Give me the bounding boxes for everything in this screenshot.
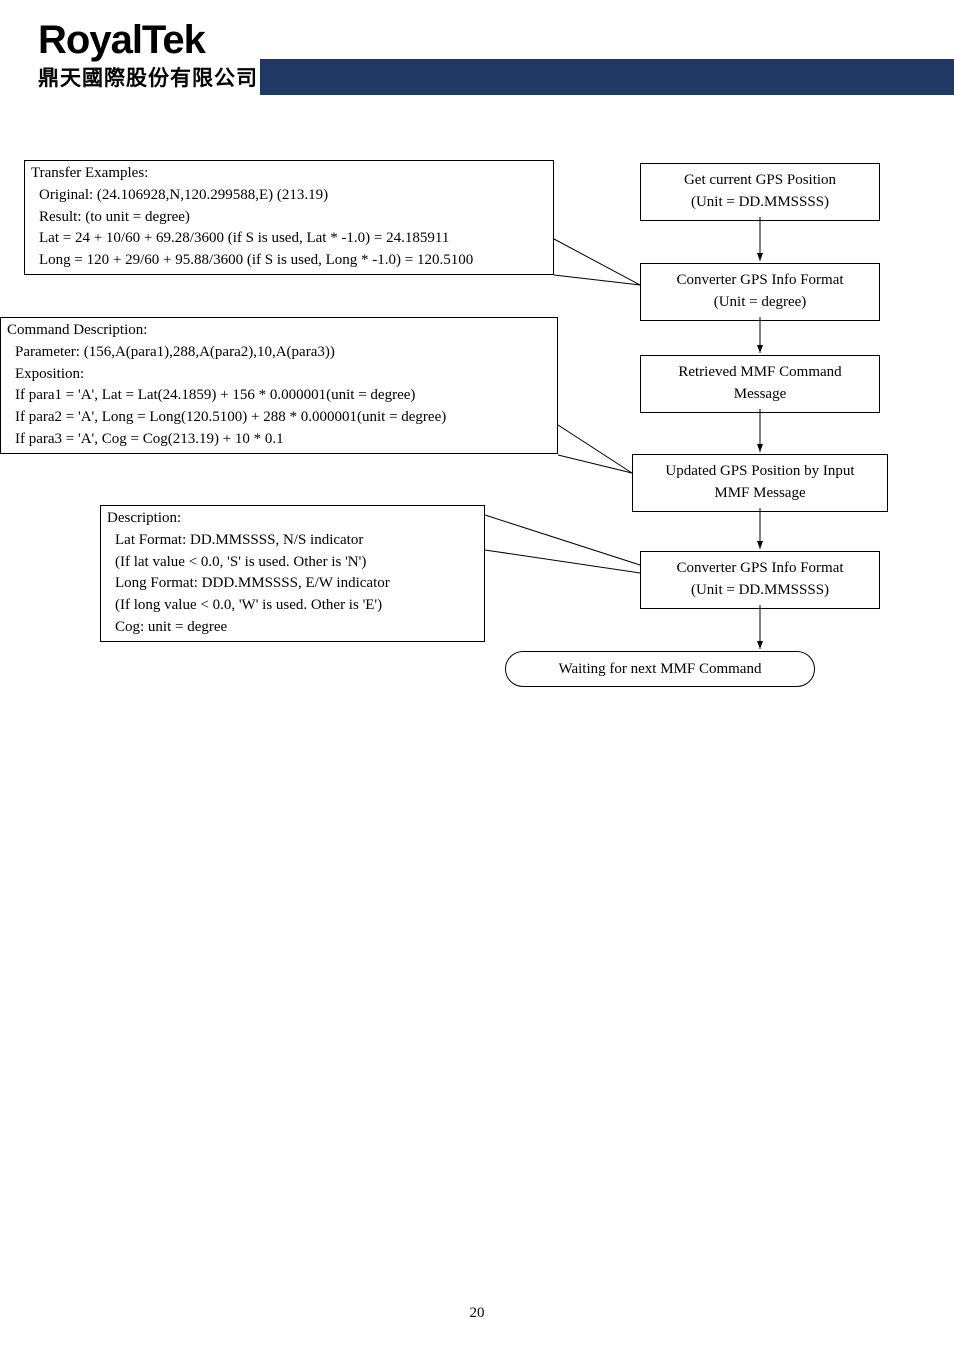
flow-node-2-line2: (Unit = degree) bbox=[649, 292, 871, 314]
transfer-l3: Lat = 24 + 10/60 + 69.28/3600 (if S is u… bbox=[31, 228, 547, 250]
command-l5: If para3 = 'A', Cog = Cog(213.19) + 10 *… bbox=[7, 429, 551, 451]
flow-node-3-line1: Retrieved MMF Command bbox=[649, 362, 871, 384]
desc-l4: (If long value < 0.0, 'W' is used. Other… bbox=[107, 595, 478, 617]
flow-node-2: Converter GPS Info Format (Unit = degree… bbox=[640, 263, 880, 321]
command-l3: If para1 = 'A', Lat = Lat(24.1859) + 156… bbox=[7, 385, 551, 407]
transfer-examples-box: Transfer Examples: Original: (24.106928,… bbox=[24, 160, 554, 275]
transfer-l2: Result: (to unit = degree) bbox=[31, 207, 547, 229]
transfer-title: Transfer Examples: bbox=[31, 163, 547, 185]
header-bar bbox=[260, 59, 954, 95]
command-l1: Parameter: (156,A(para1),288,A(para2),10… bbox=[7, 342, 551, 364]
page-number: 20 bbox=[0, 1305, 954, 1322]
desc-l3: Long Format: DDD.MMSSSS, E/W indicator bbox=[107, 573, 478, 595]
logo-bottom: 鼎天國際股份有限公司 bbox=[38, 62, 258, 92]
logo-top: RoyalTek bbox=[38, 20, 258, 60]
command-l2: Exposition: bbox=[7, 364, 551, 386]
command-title: Command Description: bbox=[7, 320, 551, 342]
desc-l5: Cog: unit = degree bbox=[107, 617, 478, 639]
flow-node-5-line1: Converter GPS Info Format bbox=[649, 558, 871, 580]
diagram-area: Get current GPS Position (Unit = DD.MMSS… bbox=[0, 155, 954, 765]
logo: RoyalTek 鼎天國際股份有限公司 bbox=[38, 20, 258, 92]
flow-node-4-line1: Updated GPS Position by Input bbox=[641, 461, 879, 483]
flow-node-5: Converter GPS Info Format (Unit = DD.MMS… bbox=[640, 551, 880, 609]
flow-node-1: Get current GPS Position (Unit = DD.MMSS… bbox=[640, 163, 880, 221]
desc-l2: (If lat value < 0.0, 'S' is used. Other … bbox=[107, 552, 478, 574]
transfer-l1: Original: (24.106928,N,120.299588,E) (21… bbox=[31, 185, 547, 207]
flow-node-5-line2: (Unit = DD.MMSSSS) bbox=[649, 580, 871, 602]
flow-node-1-line1: Get current GPS Position bbox=[649, 170, 871, 192]
flow-terminator: Waiting for next MMF Command bbox=[505, 651, 815, 687]
flow-node-3: Retrieved MMF Command Message bbox=[640, 355, 880, 413]
flow-node-4: Updated GPS Position by Input MMF Messag… bbox=[632, 454, 888, 512]
transfer-l4: Long = 120 + 29/60 + 95.88/3600 (if S is… bbox=[31, 250, 547, 272]
description-box: Description: Lat Format: DD.MMSSSS, N/S … bbox=[100, 505, 485, 642]
flow-terminator-label: Waiting for next MMF Command bbox=[559, 661, 762, 678]
desc-l1: Lat Format: DD.MMSSSS, N/S indicator bbox=[107, 530, 478, 552]
command-l4: If para2 = 'A', Long = Long(120.5100) + … bbox=[7, 407, 551, 429]
command-description-box: Command Description: Parameter: (156,A(p… bbox=[0, 317, 558, 454]
flow-node-4-line2: MMF Message bbox=[641, 483, 879, 505]
desc-title: Description: bbox=[107, 508, 478, 530]
flow-node-3-line2: Message bbox=[649, 384, 871, 406]
flow-node-2-line1: Converter GPS Info Format bbox=[649, 270, 871, 292]
flow-node-1-line2: (Unit = DD.MMSSSS) bbox=[649, 192, 871, 214]
